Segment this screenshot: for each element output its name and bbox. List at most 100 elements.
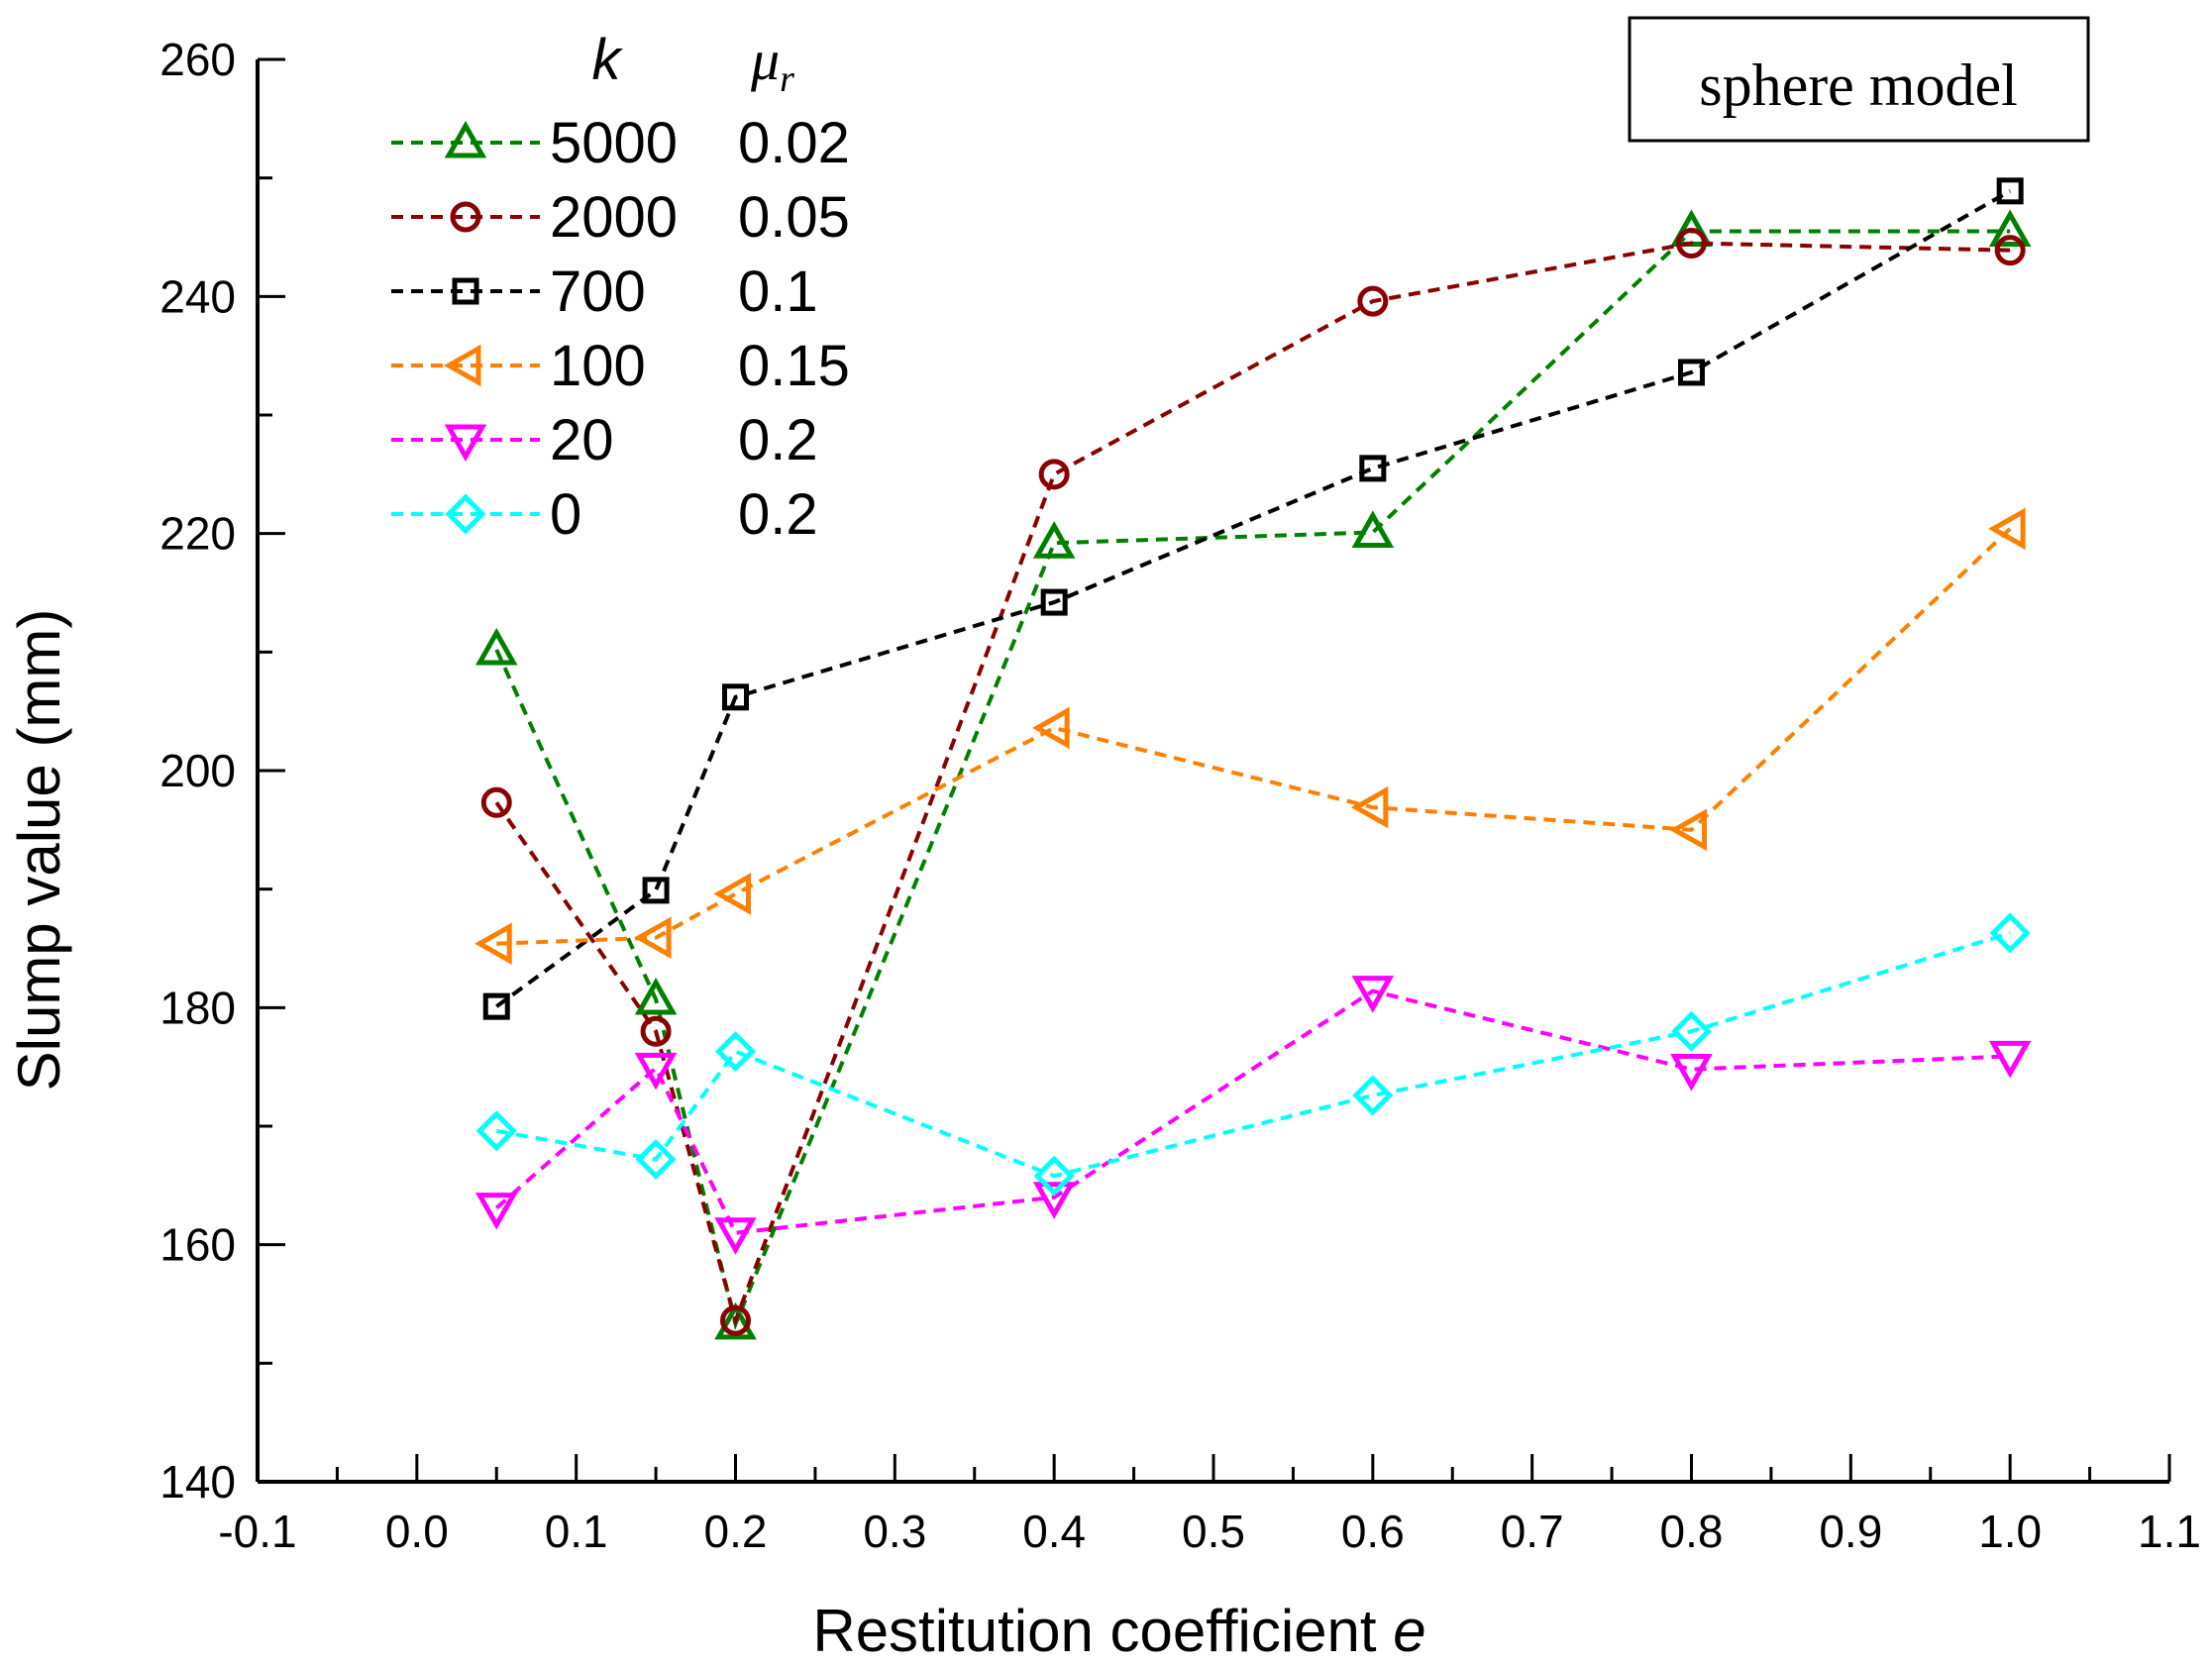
- y-tick-label: 200: [159, 745, 236, 796]
- legend-k-value: 5000: [550, 111, 678, 175]
- legend-header-mu-subscript: r: [780, 58, 794, 100]
- legend-mu-value: 0.2: [738, 482, 818, 547]
- data-point: [474, 627, 518, 666]
- annotation-box: sphere model: [1628, 16, 2090, 143]
- y-tick-label: 140: [159, 1456, 236, 1508]
- data-point: [1678, 359, 1705, 386]
- legend-k-value: 20: [550, 408, 614, 472]
- data-point: [1357, 285, 1389, 317]
- series-line: [496, 527, 2012, 946]
- x-tick-label: 0.4: [1022, 1506, 1086, 1557]
- legend-header-mu-symbol: μ: [750, 28, 780, 92]
- data-point: [475, 1110, 517, 1152]
- data-point: [474, 1193, 518, 1230]
- y-tick-label: 180: [159, 982, 236, 1033]
- series-line: [495, 931, 2011, 1179]
- legend-mu-value: 0.1: [738, 260, 818, 324]
- y-tick-label: 240: [159, 270, 236, 322]
- legend-marker: [443, 344, 481, 387]
- data-point: [634, 977, 678, 1015]
- legend-k-value: 100: [550, 334, 646, 398]
- data-point: [713, 873, 751, 915]
- legend-entry: 5000 0.02: [391, 111, 850, 175]
- data-point: [1032, 521, 1076, 559]
- data-point: [1350, 785, 1389, 829]
- data-point: [634, 916, 672, 960]
- x-axis-label: Restitution coefficient e: [812, 1598, 1425, 1664]
- data-point: [1988, 1040, 2032, 1079]
- legend-entry: 2000 0.05: [391, 185, 850, 250]
- legend-entry: 20 0.2: [391, 408, 818, 472]
- data-point: [1670, 1010, 1713, 1052]
- x-tick-label: -0.1: [218, 1506, 296, 1557]
- legend-marker: [450, 201, 481, 233]
- data-point: [1670, 1054, 1713, 1092]
- series-20: [474, 976, 2032, 1255]
- legend-entry: 0 0.2: [391, 482, 818, 547]
- data-point: [1038, 459, 1070, 490]
- series-line: [494, 989, 2011, 1235]
- data-point: [1989, 912, 2031, 954]
- y-tick-label: 160: [159, 1219, 236, 1271]
- legend-mu-value: 0.05: [738, 185, 850, 250]
- data-point: [1359, 455, 1387, 482]
- y-tick-label: 260: [159, 34, 236, 85]
- legend-mu-value: 0.2: [738, 408, 818, 472]
- data-point: [1032, 1182, 1076, 1219]
- series-2000: [480, 227, 2026, 1336]
- data-point: [1994, 235, 2026, 266]
- legend-header-k: k: [592, 28, 624, 92]
- legend-marker: [444, 424, 487, 463]
- x-tick-label: 0.1: [545, 1506, 608, 1557]
- legend-entry: 100 0.15: [391, 334, 850, 398]
- data-point: [1676, 227, 1707, 259]
- data-point: [1033, 1155, 1075, 1197]
- annotation-frame: [1628, 16, 2090, 143]
- series-group: [474, 177, 2032, 1340]
- data-point: [714, 1031, 757, 1073]
- data-point: [720, 1304, 751, 1336]
- data-point: [1032, 706, 1070, 750]
- data-point: [634, 1052, 678, 1091]
- data-point: [714, 1302, 757, 1340]
- x-tick-label: 1.0: [1978, 1506, 2042, 1557]
- y-ticks: 140 160 180 200 220 240 260: [159, 34, 285, 1508]
- legend-mu-value: 0.02: [738, 111, 850, 175]
- x-tick-label: 0.0: [385, 1506, 449, 1557]
- x-tick-label: 0.5: [1182, 1506, 1245, 1557]
- x-tick-label: 0.7: [1501, 1506, 1564, 1557]
- data-point: [1352, 1075, 1394, 1116]
- data-point: [482, 992, 510, 1020]
- data-point: [1988, 209, 2032, 248]
- x-tick-label: 0.6: [1341, 1506, 1405, 1557]
- series-0: [475, 912, 2031, 1197]
- legend-marker: [444, 120, 487, 158]
- x-tick-label: 0.9: [1819, 1506, 1882, 1557]
- y-axis-label: Slump value (mm): [6, 609, 72, 1092]
- data-point: [474, 922, 512, 966]
- data-point: [1351, 976, 1395, 1013]
- data-point: [480, 786, 512, 818]
- legend-k-value: 2000: [550, 185, 678, 250]
- x-axis-label-variable: e: [1393, 1598, 1425, 1664]
- series-100: [474, 507, 2026, 966]
- data-point: [714, 1217, 757, 1255]
- x-ticks: -0.1 0.0 0.1 0.2 0.3 0.4 0.5 0.6 0.7 0.8 0.9 1.0 1.1: [218, 1454, 2201, 1557]
- legend-marker: [445, 493, 486, 535]
- x-tick-label: 0.2: [704, 1506, 768, 1557]
- legend-mu-value: 0.15: [738, 334, 850, 398]
- data-point: [1351, 510, 1395, 548]
- data-point: [642, 877, 670, 904]
- x-tick-label: 0.3: [863, 1506, 926, 1557]
- series-700: [482, 177, 2024, 1020]
- legend-k-value: 700: [550, 260, 646, 324]
- data-point: [722, 683, 749, 711]
- data-point: [1996, 177, 2024, 205]
- data-point: [1040, 588, 1068, 616]
- data-point: [635, 1138, 677, 1181]
- data-point: [1669, 808, 1707, 852]
